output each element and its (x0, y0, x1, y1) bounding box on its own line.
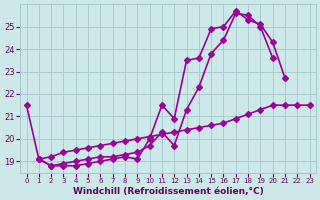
X-axis label: Windchill (Refroidissement éolien,°C): Windchill (Refroidissement éolien,°C) (73, 187, 263, 196)
